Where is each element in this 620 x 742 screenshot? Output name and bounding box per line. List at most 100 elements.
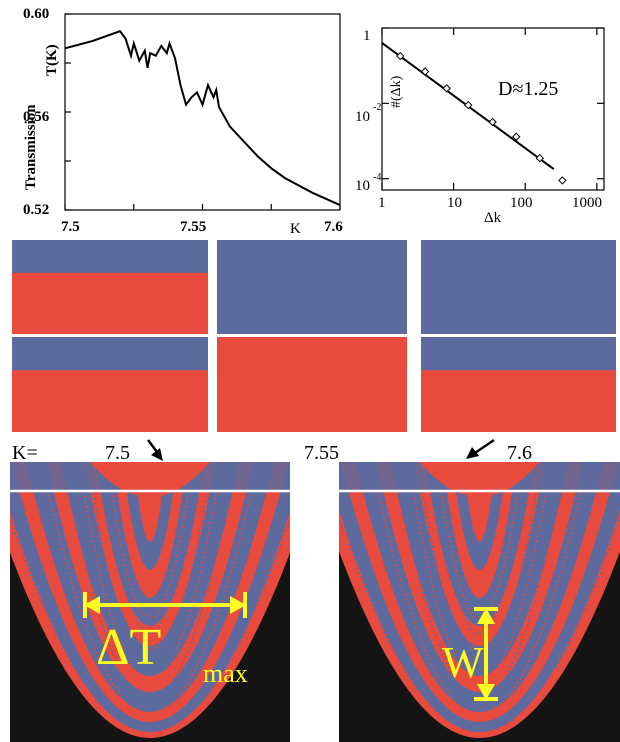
x-tick-10: 10: [447, 195, 462, 211]
basin-band: [2, 94, 218, 99]
y-tick-10-neg4-exp: -4: [373, 172, 381, 183]
data-point: [420, 67, 430, 76]
basin-band: [411, 129, 620, 133]
basin-panel-k-7.6-upper: [411, 63, 620, 334]
panel-top-region: [12, 337, 208, 371]
scaling-chart: 1 10 -2 10 -4 1 10 100 1000 Δk #(Δk) D≈1…: [355, 27, 605, 226]
panel-top-region: [12, 240, 208, 273]
k-prefix-label: K=: [12, 442, 38, 464]
basin-band: [207, 141, 417, 145]
basin-band: [207, 92, 417, 95]
y-tick-1: 1: [363, 28, 371, 44]
panel-top-region: [421, 240, 616, 273]
k-value-7.5: 7.5: [105, 442, 130, 464]
y-axis-label: #(Δk): [389, 75, 404, 108]
basin-band: [411, 225, 620, 228]
data-point: [535, 153, 545, 163]
arrow-to-right-panel: [466, 438, 495, 459]
k-value-7.55: 7.55: [304, 442, 339, 464]
basin-band: [2, 82, 218, 86]
basin-panel-k-7.6-large: [339, 462, 620, 742]
data-point: [488, 117, 497, 127]
basin-band: [411, 235, 620, 239]
panel-top-region: [217, 337, 407, 371]
basin-band: [207, 82, 417, 86]
data-point: [512, 132, 521, 141]
basin-band: [411, 211, 620, 214]
basin-panel-k-7.5-upper: [2, 82, 218, 334]
y-tick-10-neg4: 10: [355, 178, 370, 194]
basin-band: [207, 78, 417, 82]
y-tick-10-neg2-exp: -2: [373, 102, 381, 113]
basin-band: [411, 67, 620, 70]
panel-top-arc: [419, 462, 540, 497]
basin-band: [207, 130, 417, 135]
data-point: [396, 51, 405, 61]
y-tick-0.52: 0.52: [23, 202, 49, 218]
basin-panel-k-7.6-lower: [411, 211, 620, 432]
basin-fringe: [370, 462, 589, 716]
basin-fringe: [88, 462, 213, 666]
panel-top-region: [217, 240, 407, 273]
dimension-annotation: D≈1.25: [498, 78, 558, 100]
data-point: [464, 100, 473, 110]
basin-panel-k-7.5-large: [10, 462, 290, 742]
k-value-7.6: 7.6: [507, 442, 532, 464]
basin-fringe: [444, 462, 515, 589]
basin-band: [207, 68, 417, 72]
basin-fringe: [430, 462, 528, 635]
delta-t-label: ΔT: [96, 619, 161, 676]
basin-band: [411, 111, 620, 115]
y-axis-title-transmission: Transmission: [23, 104, 39, 190]
transmission-chart: 0.60 0.56 0.52 7.5 7.55 7.6 K T(K) Trans…: [23, 6, 343, 237]
x-tick-1: 1: [378, 195, 386, 211]
basin-band: [207, 62, 417, 65]
x-tick-7.6: 7.6: [324, 219, 343, 235]
basin-band: [411, 221, 620, 225]
basin-band: [207, 145, 417, 149]
w-label: W: [442, 638, 484, 687]
data-point: [558, 176, 567, 185]
basin-band: [207, 219, 417, 223]
delta-t-max-subscript: max: [203, 659, 248, 688]
basin-band: [207, 72, 417, 76]
basin-fringe: [115, 462, 185, 588]
x-tick-1000: 1000: [572, 195, 602, 211]
x-tick-100: 100: [510, 195, 533, 211]
basin-band: [411, 63, 620, 68]
x-tick-7.55: 7.55: [180, 219, 206, 235]
basin-band: [207, 88, 417, 93]
y-tick-0.56: 0.56: [23, 109, 50, 125]
data-point: [442, 84, 451, 93]
x-axis-label: Δk: [484, 210, 502, 226]
basin-band: [207, 157, 417, 161]
transmission-series-line: [64, 30, 341, 207]
x-axis-label: K: [290, 221, 301, 237]
basin-band: [2, 235, 218, 239]
panel-top-arc: [90, 462, 210, 497]
basin-band: [207, 153, 417, 157]
panel-top-region: [421, 337, 616, 371]
basin-band: [207, 215, 417, 220]
basin-panel-k-7.5-lower: [2, 235, 218, 432]
basin-band: [411, 126, 620, 130]
x-tick-7.5: 7.5: [61, 219, 80, 235]
basin-band: [411, 107, 620, 111]
delta-t-max-marker: [83, 592, 247, 618]
basin-band: [207, 227, 417, 232]
transmission-frame: [64, 13, 341, 211]
basin-panel-k-7.55-lower: [207, 141, 417, 432]
y-tick-10-neg2: 10: [355, 109, 370, 125]
basin-band: [207, 231, 417, 235]
basin-fringe: [101, 462, 199, 636]
basin-fringe: [436, 462, 523, 619]
basin-band: [2, 86, 218, 90]
basin-panel-k-7.55-upper: [207, 58, 417, 334]
basin-panel-grid: [2, 58, 620, 432]
y-axis-title-tk: T(K): [44, 44, 60, 76]
width-marker: [474, 607, 498, 701]
scaling-frame: [381, 27, 605, 191]
arrow-to-left-panel: [147, 439, 163, 461]
basin-band: [207, 58, 417, 62]
